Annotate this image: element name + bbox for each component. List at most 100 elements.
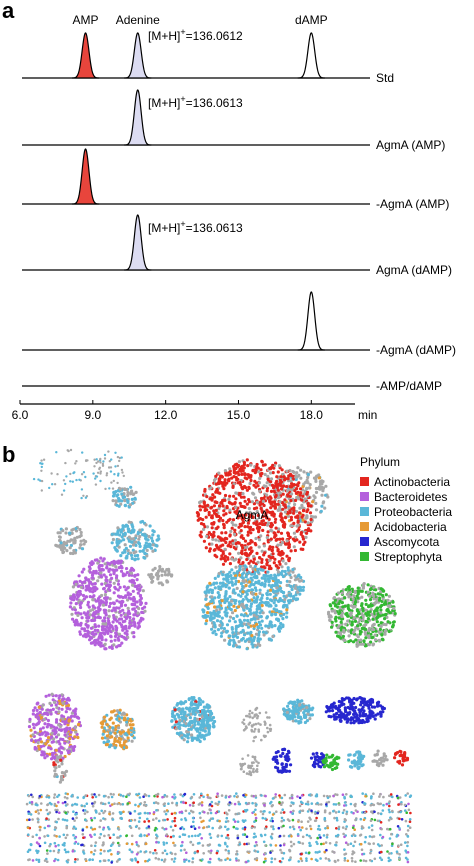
node: [48, 708, 53, 712]
node: [102, 795, 106, 798]
node: [255, 610, 259, 614]
node: [64, 769, 69, 774]
node: [243, 539, 248, 543]
node: [171, 795, 174, 799]
node: [221, 499, 225, 503]
node: [221, 519, 225, 523]
node: [86, 625, 90, 629]
node: [270, 599, 274, 603]
node: [88, 581, 92, 585]
node: [63, 800, 67, 804]
node: [247, 801, 251, 805]
node: [121, 628, 125, 632]
node: [261, 499, 265, 503]
node: [281, 617, 285, 621]
node: [370, 795, 373, 799]
node: [136, 557, 140, 561]
node: [79, 621, 83, 625]
node: [126, 548, 130, 553]
node: [102, 729, 106, 733]
node: [379, 710, 383, 714]
node: [212, 621, 216, 625]
node: [218, 477, 222, 481]
node: [115, 503, 119, 507]
node: [374, 601, 378, 605]
node: [232, 532, 237, 537]
node: [273, 557, 277, 561]
node: [102, 740, 106, 745]
node: [198, 500, 202, 505]
node: [69, 730, 73, 734]
node: [247, 553, 251, 557]
node: [258, 476, 262, 480]
node: [382, 795, 385, 799]
node: [311, 515, 315, 519]
node: [298, 585, 302, 589]
node: [214, 613, 219, 617]
node: [241, 546, 245, 550]
node: [338, 631, 342, 635]
node: [256, 560, 260, 564]
node: [228, 494, 232, 498]
node: [284, 542, 288, 546]
node: [351, 701, 355, 706]
node: [235, 586, 239, 591]
node: [56, 531, 60, 535]
node: [130, 529, 134, 533]
node: [115, 568, 119, 572]
node: [58, 780, 63, 784]
node: [288, 796, 292, 800]
node: [223, 638, 227, 642]
node: [334, 630, 338, 634]
node: [214, 490, 218, 494]
node: [49, 747, 53, 751]
node: [281, 801, 284, 804]
node: [114, 624, 118, 629]
node: [330, 703, 334, 707]
node: [266, 716, 269, 719]
node: [246, 464, 250, 468]
node: [150, 580, 154, 584]
node: [155, 571, 159, 576]
node: [246, 525, 250, 529]
node: [280, 796, 284, 800]
node: [106, 596, 110, 600]
node: [103, 642, 107, 646]
node: [367, 636, 371, 640]
node: [136, 573, 140, 577]
node: [144, 794, 148, 797]
node: [35, 708, 39, 713]
node: [222, 509, 226, 513]
node: [355, 698, 359, 702]
node: [132, 613, 136, 617]
node: [288, 485, 292, 489]
node: [256, 513, 260, 518]
node: [36, 701, 40, 705]
node: [356, 635, 360, 639]
node: [259, 506, 263, 511]
node: [248, 528, 252, 532]
node: [206, 793, 209, 797]
node: [238, 564, 242, 569]
node: [211, 493, 215, 497]
node: [149, 546, 153, 550]
node: [240, 543, 244, 547]
node: [352, 721, 356, 725]
node: [97, 460, 100, 463]
node: [226, 473, 230, 477]
node: [33, 730, 37, 734]
node: [196, 717, 200, 721]
node: [100, 582, 104, 586]
node: [71, 746, 76, 750]
node: [59, 544, 64, 548]
node: [101, 603, 106, 607]
node: [212, 616, 216, 620]
node: [47, 796, 51, 799]
node: [207, 710, 212, 714]
node: [105, 713, 109, 717]
node: [207, 728, 211, 732]
node: [252, 635, 257, 639]
node: [103, 616, 107, 620]
node: [69, 472, 72, 476]
node: [77, 574, 81, 578]
